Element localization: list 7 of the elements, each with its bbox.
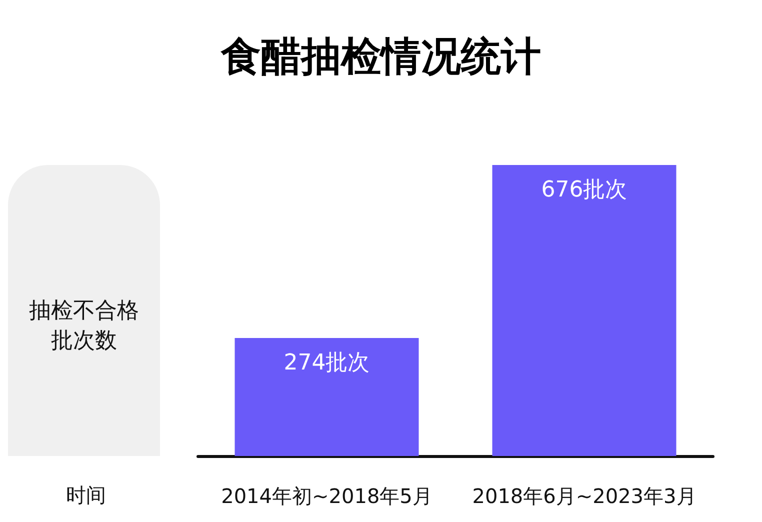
data-label: 676批次: [541, 178, 628, 202]
x-axis-title: 时间: [66, 483, 106, 507]
chart-title: 食醋抽检情况统计: [220, 34, 541, 80]
y-axis-title: 抽检不合格批次数: [29, 298, 139, 354]
x-tick-label: 2014年初~2018年5月: [221, 484, 432, 508]
x-tick-label: 2018年6月~2023年3月: [472, 484, 696, 508]
data-label: 274批次: [284, 350, 370, 376]
